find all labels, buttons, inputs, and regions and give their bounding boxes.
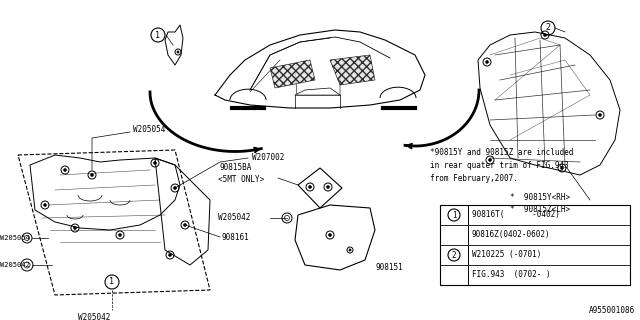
Text: <5MT ONLY>: <5MT ONLY>: [218, 175, 264, 185]
Circle shape: [486, 60, 488, 63]
Text: 908151: 908151: [375, 263, 403, 273]
Circle shape: [308, 186, 312, 188]
Circle shape: [177, 51, 179, 53]
Circle shape: [63, 169, 67, 172]
Circle shape: [74, 227, 76, 229]
Circle shape: [118, 234, 122, 236]
Circle shape: [349, 249, 351, 251]
Circle shape: [328, 234, 332, 236]
Circle shape: [326, 186, 330, 188]
Text: W210225 (-0701): W210225 (-0701): [472, 251, 541, 260]
Circle shape: [598, 114, 602, 116]
Text: W205042: W205042: [78, 314, 110, 320]
Bar: [440, 205, 630, 285]
Text: 90815BA: 90815BA: [220, 164, 252, 172]
Circle shape: [154, 162, 156, 164]
Circle shape: [44, 204, 46, 206]
Circle shape: [168, 253, 172, 256]
Circle shape: [543, 34, 547, 36]
Circle shape: [173, 187, 177, 189]
Text: 1: 1: [109, 277, 115, 286]
Text: 90816Z(0402-0602): 90816Z(0402-0602): [472, 230, 550, 239]
Polygon shape: [270, 60, 315, 88]
Text: 2: 2: [452, 251, 456, 260]
Circle shape: [91, 173, 93, 176]
Circle shape: [561, 167, 563, 169]
Text: W207002: W207002: [252, 153, 284, 162]
Text: W205042: W205042: [0, 262, 29, 268]
Text: 908161: 908161: [222, 233, 250, 242]
Text: FIG.943  (0702- ): FIG.943 (0702- ): [472, 270, 550, 279]
Circle shape: [488, 159, 492, 161]
Text: W205054: W205054: [133, 125, 165, 134]
Text: *90815Y and 90815Z are included
in rear quater trim of FIG.943
from February,200: *90815Y and 90815Z are included in rear …: [430, 148, 573, 183]
Circle shape: [184, 224, 186, 227]
Text: W205042: W205042: [218, 213, 250, 222]
Text: 1: 1: [452, 211, 456, 220]
Text: 1: 1: [156, 30, 161, 39]
Polygon shape: [330, 55, 375, 85]
Text: *  90815Y<RH>: * 90815Y<RH>: [510, 193, 570, 202]
Text: 90816T(      -0402): 90816T( -0402): [472, 211, 560, 220]
Text: W205054: W205054: [0, 235, 29, 241]
Text: A955001086: A955001086: [589, 306, 635, 315]
Text: *  90815Z<LH>: * 90815Z<LH>: [510, 205, 570, 214]
Text: 2: 2: [545, 23, 550, 33]
